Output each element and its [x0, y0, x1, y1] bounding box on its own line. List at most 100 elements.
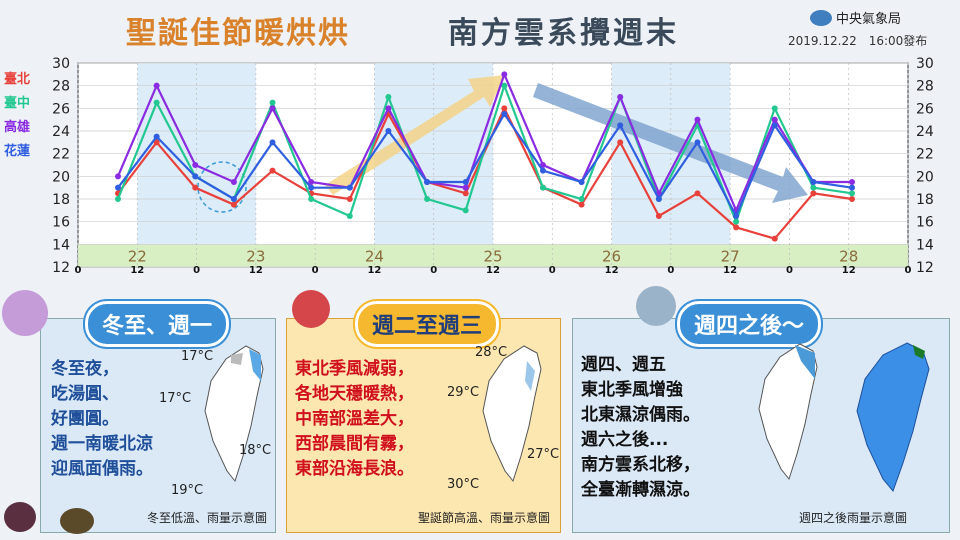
x-tick-label: 0 — [786, 265, 793, 276]
temp-label: 28°C — [475, 345, 508, 360]
y-tick-label-right: 18 — [916, 192, 934, 208]
data-point — [617, 94, 624, 100]
data-point — [655, 196, 662, 202]
x-tick-label: 0 — [193, 265, 200, 276]
data-point — [153, 139, 160, 146]
taiwan-map-icon — [204, 345, 264, 483]
cloud-character-icon — [636, 286, 676, 326]
data-point — [539, 167, 546, 174]
day-label: 26 — [602, 248, 621, 266]
y-tick-label-right: 22 — [916, 147, 934, 163]
temp-label: 27°C — [527, 447, 560, 462]
data-point — [269, 99, 276, 106]
data-point — [462, 184, 469, 191]
x-tick-label: 12 — [842, 265, 856, 276]
panel-caption: 冬至低溫、雨量示意圖 — [146, 511, 267, 525]
y-tick-label-right: 24 — [916, 124, 934, 140]
data-point — [424, 179, 431, 185]
panel-caption: 聖誕節高溫、雨量示意圖 — [417, 511, 550, 525]
panel-line: 各地天穩暖熱， — [295, 384, 414, 404]
temp-label: 30°C — [447, 477, 480, 492]
y-tick-label-left: 20 — [52, 169, 70, 185]
panel-text: 週四、週五 東北季風增強 北東濕涼偶雨。 週六之後... 南方雲系北移， 全臺漸… — [581, 353, 700, 503]
data-point — [578, 201, 585, 208]
data-point — [771, 116, 778, 123]
day-label: 28 — [839, 248, 858, 266]
data-point — [810, 190, 817, 197]
y-tick-label-left: 22 — [52, 147, 70, 163]
y-tick-label-left: 24 — [52, 124, 70, 140]
series-line — [116, 71, 852, 214]
data-point — [539, 184, 546, 191]
y-tick-label-left: 18 — [52, 192, 70, 208]
tangyuan-icon — [60, 508, 94, 534]
x-tick-label: 12 — [723, 265, 737, 276]
y-tick-label-right: 14 — [916, 237, 934, 253]
x-tick-label: 0 — [667, 265, 674, 276]
x-tick-label: 0 — [312, 265, 319, 276]
panel-heading: 週四之後～ — [677, 301, 822, 347]
data-point — [153, 82, 160, 89]
data-point — [617, 122, 624, 129]
day-label: 25 — [483, 248, 502, 266]
legend-label: 臺北 — [4, 71, 30, 87]
data-point — [115, 173, 121, 180]
data-point — [810, 179, 817, 185]
data-point — [115, 184, 121, 191]
data-point — [153, 99, 160, 106]
data-point — [308, 196, 315, 202]
data-point — [346, 184, 353, 191]
highlight-circle — [197, 161, 247, 213]
panel-line: 吃湯圓、 — [51, 384, 119, 404]
data-point — [192, 162, 199, 168]
panel-text: 東北季風減弱， 各地天穩暖熱， 中南部溫差大， 西部晨間有霧， 東部沿海長浪。 — [295, 357, 414, 482]
panel-line: 迎風面偶雨。 — [51, 459, 153, 479]
x-tick-label: 12 — [249, 265, 263, 276]
legend-label: 高雄 — [4, 119, 30, 135]
panel-heading: 冬至、週一 — [85, 301, 230, 347]
data-point — [269, 139, 276, 146]
data-point — [849, 190, 855, 197]
data-point — [501, 105, 508, 112]
y-tick-label-left: 26 — [52, 101, 70, 117]
data-point — [810, 184, 817, 191]
taiwan-map-icon — [758, 343, 818, 481]
day-strip — [78, 244, 908, 267]
taiwan-map-icon — [482, 345, 542, 483]
cwb-logo-icon — [810, 9, 832, 26]
data-point — [308, 184, 315, 191]
data-point — [578, 196, 585, 202]
y-tick-label-right: 12 — [916, 260, 934, 276]
data-point — [849, 196, 855, 202]
y-tick-label-right: 20 — [916, 169, 934, 185]
ski-goggles-icon — [292, 290, 330, 328]
taiwan-rain-map-icon — [856, 342, 930, 492]
trend-arrow-up — [325, 75, 505, 195]
x-tick-label: 0 — [75, 265, 82, 276]
y-tick-label-right: 30 — [916, 56, 934, 72]
data-point — [655, 213, 662, 219]
panel-line: 南方雲系北移， — [581, 455, 700, 475]
x-tick-label: 12 — [605, 265, 619, 276]
agency-label: 中央氣象局 — [810, 8, 901, 27]
panel-heading: 週二至週三 — [355, 301, 500, 347]
data-point — [771, 105, 778, 112]
temp-label: 17°C — [181, 349, 214, 364]
data-point — [733, 213, 740, 219]
panel-monday: 冬至、週一 冬至夜， 吃湯圓、 好團圓。 週一南暖北涼 迎風面偶雨。 17°C … — [40, 301, 276, 533]
data-point — [192, 173, 199, 180]
data-point — [192, 184, 199, 191]
panel-line: 全臺漸轉濕涼。 — [581, 480, 700, 500]
y-tick-label-left: 28 — [52, 79, 70, 95]
data-point — [501, 82, 508, 89]
data-point — [771, 122, 778, 129]
day-label: 22 — [128, 248, 147, 266]
panel-text: 冬至夜， 吃湯圓、 好團圓。 週一南暖北涼 迎風面偶雨。 — [51, 357, 153, 482]
data-point — [230, 179, 237, 185]
data-point — [462, 179, 469, 185]
panel-line: 東北季風增強 — [581, 380, 683, 400]
x-tick-label: 0 — [430, 265, 437, 276]
x-tick-label: 0 — [549, 265, 556, 276]
temp-label: 18°C — [239, 443, 272, 458]
y-tick-label-left: 12 — [52, 260, 70, 276]
